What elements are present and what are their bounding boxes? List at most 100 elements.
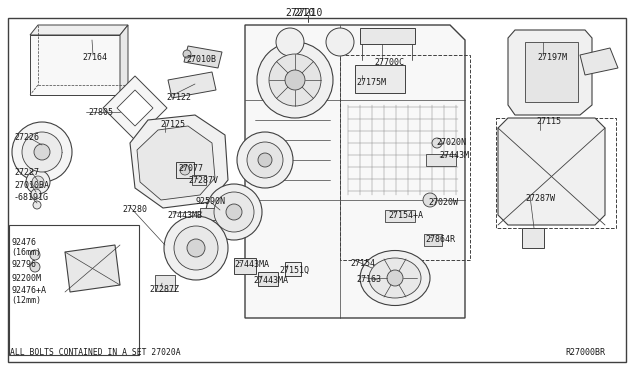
Bar <box>192 175 206 185</box>
Circle shape <box>326 28 354 56</box>
Polygon shape <box>245 25 465 318</box>
Bar <box>426 154 456 166</box>
Bar <box>176 162 194 178</box>
Polygon shape <box>117 90 153 126</box>
Circle shape <box>12 122 72 182</box>
Text: R27000BR: R27000BR <box>565 348 605 357</box>
Text: 27077: 27077 <box>178 164 203 173</box>
Circle shape <box>237 132 293 188</box>
Bar <box>340 55 470 260</box>
Circle shape <box>257 42 333 118</box>
Polygon shape <box>184 46 222 68</box>
Polygon shape <box>498 118 605 225</box>
Text: 27122: 27122 <box>166 93 191 102</box>
Text: 27154+A: 27154+A <box>388 211 423 220</box>
Text: 27805: 27805 <box>88 108 113 117</box>
Circle shape <box>276 28 304 56</box>
Text: 27700C: 27700C <box>374 58 404 67</box>
Text: ALL BOLTS CONTAINED IN A SET 27020A: ALL BOLTS CONTAINED IN A SET 27020A <box>10 348 180 357</box>
Text: 27210: 27210 <box>285 8 315 18</box>
Text: (12mm): (12mm) <box>11 296 41 305</box>
Circle shape <box>34 144 50 160</box>
Text: 27163: 27163 <box>356 275 381 284</box>
Bar <box>355 65 405 93</box>
Text: 27175M: 27175M <box>356 78 386 87</box>
Bar <box>496 118 616 228</box>
Text: 27443M: 27443M <box>439 151 469 160</box>
Bar <box>360 28 415 44</box>
Text: 27210: 27210 <box>293 8 323 18</box>
Bar <box>9 225 139 355</box>
Bar <box>200 208 220 220</box>
Ellipse shape <box>369 258 421 298</box>
Polygon shape <box>65 245 120 292</box>
Text: 92200M: 92200M <box>11 274 41 283</box>
Ellipse shape <box>360 250 430 305</box>
Text: 92476: 92476 <box>11 238 36 247</box>
Text: 27197M: 27197M <box>537 53 567 62</box>
Polygon shape <box>30 35 120 95</box>
Circle shape <box>258 153 272 167</box>
Text: 92590N: 92590N <box>196 197 226 206</box>
Circle shape <box>164 216 228 280</box>
Circle shape <box>26 170 50 194</box>
Bar <box>234 258 256 274</box>
Text: 27020W: 27020W <box>428 198 458 207</box>
Text: 27287Z: 27287Z <box>149 285 179 294</box>
Polygon shape <box>525 42 578 102</box>
Bar <box>258 272 278 286</box>
Polygon shape <box>130 115 228 208</box>
Circle shape <box>30 262 40 272</box>
Circle shape <box>187 239 205 257</box>
Circle shape <box>247 142 283 178</box>
Circle shape <box>30 250 40 260</box>
Polygon shape <box>580 48 618 75</box>
Text: 27125: 27125 <box>160 120 185 129</box>
Circle shape <box>180 165 190 175</box>
Text: 27287V: 27287V <box>188 176 218 185</box>
Text: 27443MA: 27443MA <box>253 276 288 285</box>
Circle shape <box>387 270 403 286</box>
Text: 27226: 27226 <box>14 133 39 142</box>
Circle shape <box>206 184 262 240</box>
Polygon shape <box>103 76 167 140</box>
Text: 92476+A: 92476+A <box>11 286 46 295</box>
Text: 27010BA: 27010BA <box>14 181 49 190</box>
Text: 27287W: 27287W <box>525 194 555 203</box>
Text: 27020N: 27020N <box>436 138 466 147</box>
Text: -68191G: -68191G <box>14 193 49 202</box>
Polygon shape <box>137 126 215 200</box>
Circle shape <box>214 192 254 232</box>
Text: 92796: 92796 <box>11 260 36 269</box>
Bar <box>424 234 442 246</box>
Text: 27010B: 27010B <box>186 55 216 64</box>
Circle shape <box>174 226 218 270</box>
Bar <box>155 275 175 291</box>
Text: 27115: 27115 <box>536 117 561 126</box>
Text: 27227: 27227 <box>14 168 39 177</box>
Polygon shape <box>30 25 128 35</box>
Bar <box>522 228 544 248</box>
Text: 27864R: 27864R <box>425 235 455 244</box>
Circle shape <box>22 132 62 172</box>
Text: 27280: 27280 <box>122 205 147 214</box>
Circle shape <box>32 176 44 188</box>
Text: 27164: 27164 <box>82 53 107 62</box>
Circle shape <box>432 138 442 148</box>
Text: 27154: 27154 <box>350 259 375 268</box>
Text: 27151Q: 27151Q <box>279 266 309 275</box>
Text: 27443MB: 27443MB <box>167 211 202 220</box>
Circle shape <box>285 70 305 90</box>
Circle shape <box>226 204 242 220</box>
Text: (16mm): (16mm) <box>11 248 41 257</box>
Bar <box>385 210 415 222</box>
Circle shape <box>33 201 41 209</box>
Circle shape <box>269 54 321 106</box>
Bar <box>285 262 301 276</box>
Text: 27443MA: 27443MA <box>234 260 269 269</box>
Polygon shape <box>120 25 128 95</box>
Circle shape <box>423 193 437 207</box>
Polygon shape <box>508 30 592 115</box>
Polygon shape <box>168 72 216 98</box>
Circle shape <box>31 189 41 199</box>
